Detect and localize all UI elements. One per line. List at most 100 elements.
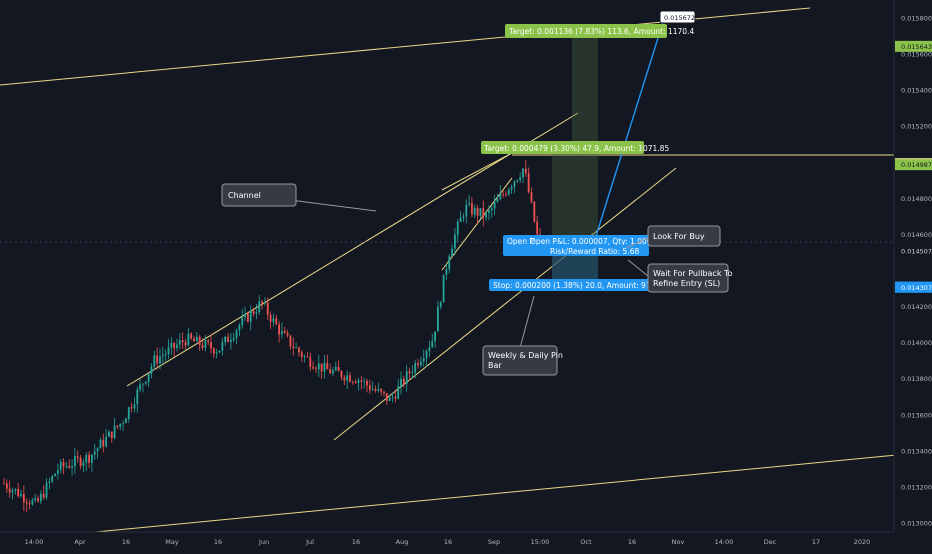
price-axis[interactable]: 0.015800 0.015600 0.015400 0.015200 0.014800… (893, 0, 932, 532)
candle-body (110, 431, 113, 439)
candle-body (312, 366, 315, 369)
candle-body (25, 502, 28, 504)
candle-body (388, 397, 391, 402)
candle-body (82, 462, 85, 466)
candle-body (164, 353, 167, 356)
flag-upper-line[interactable] (441, 152, 513, 191)
candle-body (385, 393, 388, 402)
time-axis-bg (0, 532, 932, 550)
callout-look-for-buy[interactable]: Look For Buy (625, 225, 721, 249)
y-tick-label: 0.014600 (901, 231, 932, 239)
candle-body (476, 207, 479, 216)
x-ticks-layer: 14:00 Apr 16 May 16 Jun Jul 16 Aug 16 Sep 15:00 Oct 1… (25, 538, 871, 546)
candle-body (218, 350, 221, 353)
candle-body (249, 310, 252, 322)
candles-layer (3, 160, 541, 512)
candle-body (170, 342, 173, 348)
candle-body (48, 481, 51, 483)
candle-body (14, 488, 17, 491)
stop-label[interactable]: Stop: 0.000200 (1.38%) 20.0, Amount: 979 (489, 279, 661, 291)
time-axis[interactable]: 14:00 Apr 16 May 16 Jun Jul 16 Aug 16 Sep 15:00 Oct 1… (0, 531, 932, 550)
callout-channel-pointer (289, 199, 377, 212)
candle-body (275, 318, 278, 325)
candle-body (150, 366, 153, 374)
candle-body (442, 274, 445, 303)
y-tick-label: 0.014800 (901, 195, 932, 203)
x-tick-label: 16 (628, 538, 636, 546)
candle-body (28, 503, 31, 505)
candle-body (258, 301, 261, 313)
candle-body (360, 380, 363, 382)
candle-body (130, 407, 133, 409)
candle-body (105, 436, 107, 447)
upper-target-price-box (659, 10, 696, 24)
callout-pin-bar[interactable]: Weekly & Daily Pin Bar (482, 295, 563, 376)
candle-body (88, 454, 90, 463)
candle-body (533, 201, 536, 222)
price-axis-bg (894, 0, 932, 532)
x-tick-label: 17 (812, 538, 820, 546)
candle-body (400, 378, 402, 386)
price-tag-text: 0.014987 (901, 161, 932, 169)
candle-body (201, 344, 204, 348)
price-tag-text: 0.014307 (901, 284, 932, 292)
open-pnl-label-box (503, 235, 649, 247)
projection-line[interactable] (595, 21, 664, 237)
candle-body (510, 187, 513, 190)
candle-body (31, 500, 34, 505)
callout-pin-bar-box (482, 345, 558, 376)
x-tick-label: Sep (488, 538, 500, 546)
candle-body (266, 302, 269, 315)
candle-body (402, 378, 405, 384)
x-tick-label: Jul (305, 538, 314, 546)
candle-body (397, 385, 400, 399)
candle-body (408, 371, 411, 374)
y-tick-label: 0.013000 (901, 519, 932, 527)
candle-body (374, 389, 377, 391)
candle-body (454, 234, 456, 249)
candle-body (221, 342, 224, 351)
candle-body (431, 341, 434, 348)
callout-channel[interactable]: Channel (221, 183, 377, 212)
callout-wait-pullback[interactable]: Wait For Pullback To Refine Entry (SL) (627, 259, 733, 293)
callout-wait-pullback-line1: Wait For Pullback To (653, 269, 733, 278)
risk-reward-label[interactable]: Risk/Reward Ratio: 5.68 (503, 245, 649, 256)
candle-body (76, 456, 79, 458)
candle-body (363, 380, 366, 382)
candle-body (93, 451, 96, 455)
open-pnl-label[interactable]: Open P Open P&L: 0.000007, Qty: 1.00000 (503, 235, 661, 247)
candle-body (380, 389, 383, 392)
y-tick-label: 0.015600 (901, 51, 932, 59)
candle-body (181, 340, 184, 343)
x-tick-label: 14:00 (25, 538, 44, 546)
candle-body (289, 335, 292, 347)
outer-channel-lower-line[interactable] (84, 454, 898, 534)
candle-body (451, 248, 453, 257)
candle-body (227, 336, 229, 342)
candle-body (122, 423, 125, 424)
lower-target-label[interactable]: Target: 0.000479 (3.30%) 47.9, Amount: 1… (481, 141, 669, 154)
callout-channel-text: Channel (228, 191, 261, 200)
price-tag-box (895, 281, 932, 293)
candle-body (176, 344, 178, 348)
candle-body (366, 380, 368, 386)
candle-body (252, 310, 255, 314)
candle-body (139, 384, 142, 390)
upper-target-price-tag[interactable]: 0.015672 (659, 10, 696, 24)
candle-body (448, 256, 451, 270)
price-tag-box (895, 245, 932, 257)
channel-lower-line[interactable] (333, 167, 677, 441)
candle-body (79, 457, 82, 466)
upper-target-label[interactable]: Target: 0.001136 (7.83%) 113.6, Amount: … (505, 24, 694, 38)
callout-look-for-buy-pointer (625, 237, 649, 249)
candle-body (204, 340, 207, 348)
candle-body (198, 336, 201, 345)
candle-body (91, 454, 93, 463)
candle-body (530, 192, 533, 202)
candle-body (295, 347, 298, 349)
candle-body (278, 324, 280, 335)
candle-body (119, 423, 122, 427)
candle-body (269, 314, 272, 322)
